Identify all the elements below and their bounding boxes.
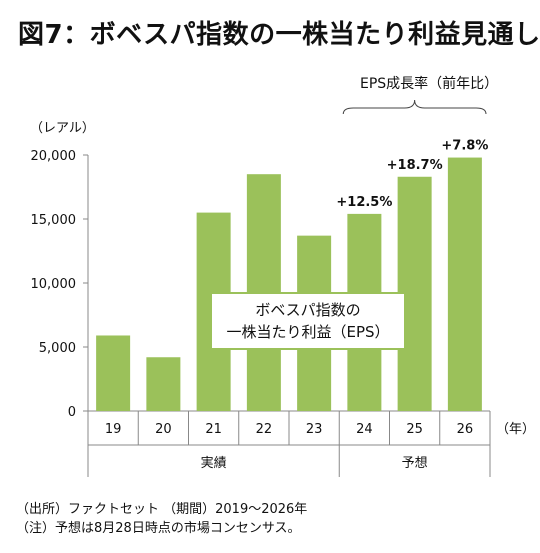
eps-growth-brace — [342, 99, 487, 115]
bars — [96, 157, 482, 411]
brace-path — [342, 99, 487, 115]
legend-line-2: 一株当たり利益（EPS） — [226, 323, 390, 341]
note-footnote: （注）予想は8月28日時点の市場コンセンサス。 — [16, 521, 301, 536]
x-tick-label: 22 — [256, 422, 273, 437]
x-tick-label: 21 — [205, 422, 222, 437]
x-tick-label: 20 — [155, 422, 172, 437]
series-legend: ボベスパ指数の 一株当たり利益（EPS） — [210, 292, 406, 350]
x-tick-label: 25 — [406, 422, 423, 437]
legend-line-1: ボベスパ指数の — [255, 301, 361, 319]
x-tick-label: 24 — [356, 422, 373, 437]
growth-label-26: +7.8% — [441, 139, 488, 154]
x-tick-label: 19 — [105, 422, 122, 437]
x-tick-label: 26 — [457, 422, 474, 437]
growth-label-25: +18.7% — [387, 158, 443, 173]
chart-title: 図7：ボベスパ指数の一株当たり利益見通し — [18, 20, 540, 50]
bar-19 — [96, 335, 131, 411]
bar-20 — [146, 357, 181, 411]
labels: 19 20 21 22 23 24 25 26 （年） 実績 予想 +12.5% +18.7% +7.8% — [105, 139, 535, 471]
y-tick-label: 15,000 — [31, 213, 77, 228]
y-tick-label: 10,000 — [31, 277, 77, 292]
x-axis-unit-label: （年） — [496, 422, 535, 437]
y-tick-label: 0 — [68, 405, 76, 420]
group-label: 予想 — [402, 455, 428, 471]
growth-label-24: +12.5% — [336, 195, 392, 210]
x-tick-label: 23 — [306, 422, 323, 437]
source-footnote: （出所）ファクトセット （期間）2019～2026年 — [16, 502, 308, 517]
axes: 0 5,000 10,000 15,000 20,000 — [31, 149, 491, 477]
y-tick-label: 20,000 — [31, 149, 77, 164]
group-label: 実績 — [201, 455, 227, 471]
y-tick-label: 5,000 — [39, 341, 76, 356]
bar-26 — [447, 157, 482, 411]
y-axis-unit-label: （レアル） — [30, 121, 95, 136]
eps-growth-label: EPS成長率（前年比） — [360, 76, 499, 92]
